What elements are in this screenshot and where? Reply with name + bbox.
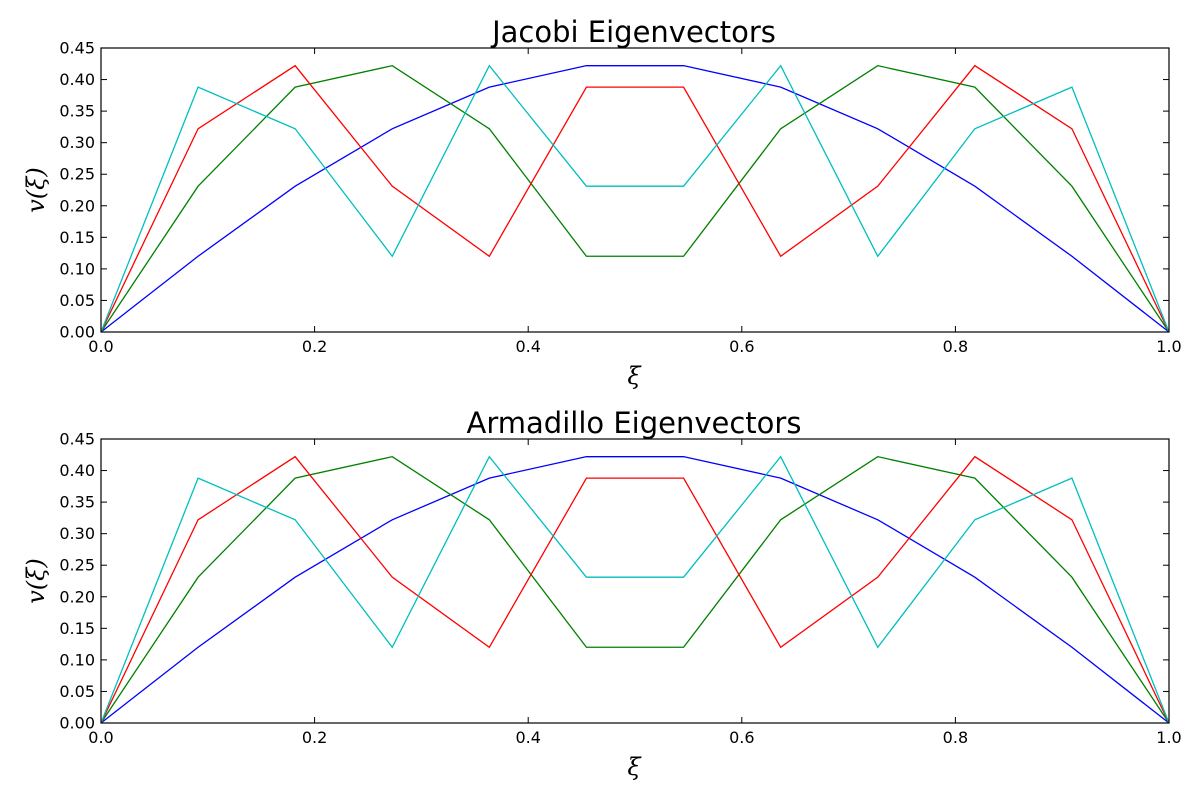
chart-jacobi: Jacobi Eigenvectors 0.0 0.2 0.4 0.6 0.8 1.00.… bbox=[22, 15, 1182, 390]
y-tick-label: 0.05 bbox=[59, 291, 95, 310]
y-tick-label: 0.30 bbox=[59, 524, 95, 543]
y-tick-label: 0.10 bbox=[59, 259, 95, 278]
series-line-1 bbox=[100, 65, 1170, 333]
x-tick-label: 0.0 bbox=[88, 337, 113, 356]
y-tick-label: 0.35 bbox=[59, 493, 95, 512]
x-axis-label: ξ bbox=[627, 753, 642, 781]
plot-area: 0.0 0.2 0.4 0.6 0.8 1.0 0.00 0.05 0.10 0.15 0.20 0.… bbox=[59, 430, 1181, 748]
x-axis-label: ξ bbox=[627, 362, 642, 390]
chart-title: Jacobi Eigenvectors bbox=[490, 15, 776, 49]
y-tick-label: 0.10 bbox=[59, 650, 95, 669]
series-line-2 bbox=[100, 455, 1170, 724]
x-tick-label: 0.8 bbox=[943, 728, 968, 747]
x-tick-label: 0.8 bbox=[943, 337, 968, 356]
y-tick-label: 0.15 bbox=[59, 228, 95, 247]
x-tick-label: 0.0 bbox=[88, 728, 113, 747]
series-line-3 bbox=[100, 455, 1170, 724]
y-tick-label: 0.15 bbox=[59, 619, 95, 638]
y-tick-label: 0.45 bbox=[59, 39, 95, 58]
x-tick-label: 0.6 bbox=[729, 728, 754, 747]
y-axis-label: v(ξ) bbox=[22, 167, 50, 213]
y-tick-label: 0.05 bbox=[59, 682, 95, 701]
plot-area: 0.0 0.2 0.4 0.6 0.8 1.0 0.00 0.05 0.10 0.15 0.20 0.… bbox=[59, 39, 1181, 357]
y-tick-label: 0.40 bbox=[59, 70, 95, 89]
series-line-4 bbox=[100, 64, 1170, 333]
y-tick-label: 0.45 bbox=[59, 430, 95, 449]
y-tick-label: 0.40 bbox=[59, 461, 95, 480]
y-tick-label: 0.25 bbox=[59, 556, 95, 575]
y-tick-label: 0.20 bbox=[59, 587, 95, 606]
chart-armadillo: Armadillo Eigenvectors 0.0 0.2 0.4 0.6 0.8 1.… bbox=[22, 406, 1182, 781]
y-tick-label: 0.00 bbox=[59, 323, 95, 342]
y-tick-label: 0.20 bbox=[59, 196, 95, 215]
x-tick-label: 0.6 bbox=[729, 337, 754, 356]
chart-title: Armadillo Eigenvectors bbox=[467, 406, 802, 440]
y-tick-label: 0.35 bbox=[59, 102, 95, 121]
x-tick-label: 1.0 bbox=[1156, 337, 1181, 356]
x-tick-label: 0.4 bbox=[515, 728, 540, 747]
y-tick-label: 0.25 bbox=[59, 165, 95, 184]
series-line-3 bbox=[100, 64, 1170, 333]
axes-frame bbox=[100, 438, 1170, 724]
series-line-1 bbox=[100, 456, 1170, 724]
x-tick-label: 0.2 bbox=[302, 728, 327, 747]
series-line-4 bbox=[100, 455, 1170, 724]
y-axis-label: v(ξ) bbox=[22, 558, 50, 604]
series-line-2 bbox=[100, 64, 1170, 333]
x-tick-label: 1.0 bbox=[1156, 728, 1181, 747]
y-tick-label: 0.30 bbox=[59, 133, 95, 152]
x-tick-label: 0.4 bbox=[515, 337, 540, 356]
y-tick-label: 0.00 bbox=[59, 714, 95, 733]
x-tick-label: 0.2 bbox=[302, 337, 327, 356]
axes-frame bbox=[100, 47, 1170, 333]
